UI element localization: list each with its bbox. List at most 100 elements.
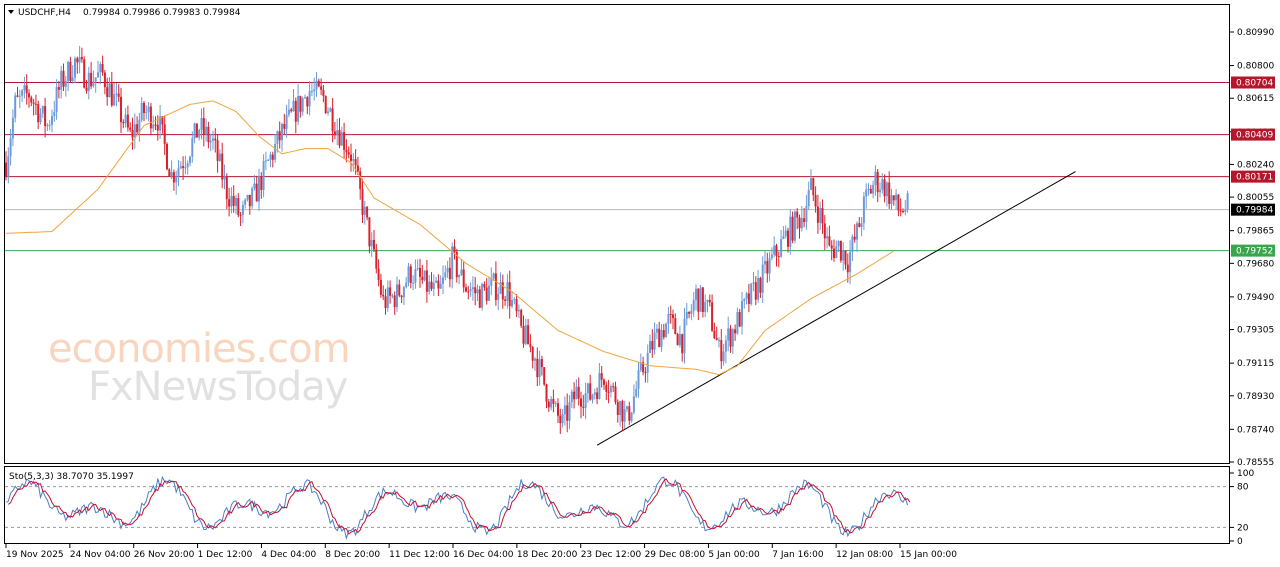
candle-body [276, 131, 279, 145]
time-tick-label: 29 Dec 08:00 [645, 550, 706, 560]
candle-body [152, 124, 155, 129]
candle-body [895, 194, 898, 201]
candle-body [253, 183, 256, 189]
candle-body [782, 236, 785, 240]
time-tick-label: 23 Dec 12:00 [581, 550, 642, 560]
price-tick-label: 0.79680 [1237, 259, 1274, 269]
candle-body [699, 287, 702, 312]
candle-body [251, 188, 254, 207]
candle-body [899, 210, 902, 212]
candle-body [828, 236, 831, 246]
oscillator-label: Sto(5,3,3) 38.7070 35.1997 [9, 472, 134, 482]
candle-body [619, 401, 622, 416]
candle-body [575, 386, 578, 400]
candle-body [474, 287, 477, 294]
candle-body [370, 239, 373, 247]
candle-body [331, 108, 334, 132]
candle-body [310, 91, 313, 93]
candle-body [711, 302, 714, 331]
candle-body [57, 87, 60, 90]
candle-body [865, 189, 868, 197]
candle-body [232, 195, 235, 206]
candle-body [386, 287, 389, 308]
candle-body [338, 130, 341, 146]
candle-body [685, 311, 688, 319]
candle-body [18, 95, 21, 97]
candle-body [414, 269, 417, 283]
candle-body [202, 118, 205, 135]
candle-body [223, 176, 226, 180]
candle-body [644, 371, 647, 373]
candle-body [476, 289, 479, 294]
candle-body [129, 127, 132, 130]
candle-body [812, 178, 815, 196]
candle-body [858, 223, 861, 227]
candle-body [255, 183, 258, 202]
candle-body [683, 318, 686, 354]
price-tick-label: 0.80615 [1237, 94, 1274, 104]
candle-body [520, 309, 523, 326]
level-tag-label: 0.80171 [1236, 173, 1273, 183]
candle-body [225, 176, 228, 200]
candle-body [159, 116, 162, 131]
candle-body [568, 402, 571, 421]
candle-body [421, 276, 424, 281]
candle-body [172, 172, 175, 183]
candle-body [352, 159, 355, 161]
candle-body [313, 89, 316, 92]
price-tick-label: 0.78930 [1237, 392, 1274, 402]
candle-body [688, 311, 691, 314]
candle-body [662, 330, 665, 338]
candle-body [517, 309, 520, 312]
candle-body [419, 267, 421, 277]
candle-body [366, 206, 369, 218]
time-tick-label: 26 Nov 20:00 [134, 550, 195, 560]
candle-body [892, 195, 895, 201]
candle-body [768, 258, 771, 274]
candle-body [690, 310, 693, 314]
candle-body [221, 153, 224, 180]
candle-body [876, 171, 879, 193]
candle-body [228, 199, 231, 207]
candle-body [897, 194, 900, 211]
candle-body [642, 362, 645, 372]
price-tick-label: 0.80240 [1237, 160, 1274, 170]
candle-body [596, 392, 599, 399]
candle-body [368, 217, 371, 247]
candle-body [729, 328, 732, 347]
candle-body [198, 129, 201, 138]
candle-body [842, 250, 845, 261]
candle-body [246, 194, 249, 200]
candle-body [853, 236, 856, 240]
candle-body [39, 113, 42, 123]
candle-body [547, 401, 550, 408]
candle-body [860, 223, 863, 227]
candle-body [536, 358, 539, 378]
candle-body [849, 251, 852, 273]
candle-body [741, 300, 743, 327]
time-axis: 19 Nov 2025 24 Nov 04:00 26 Nov 20:00 1 Dec… [5, 544, 957, 560]
candle-body [179, 166, 182, 169]
time-tick-label: 18 Dec 20:00 [517, 550, 578, 560]
candle-body [881, 179, 884, 190]
candle-body [616, 402, 619, 416]
candle-body [531, 346, 534, 361]
candle-body [715, 338, 718, 341]
support-trendline [596, 171, 1076, 446]
candle-body [156, 124, 159, 131]
candle-body [189, 156, 191, 164]
candle-body [736, 311, 739, 334]
candle-body [375, 249, 378, 269]
candle-body [25, 85, 28, 94]
candle-body [110, 83, 113, 106]
candle-body [260, 176, 263, 190]
candle-body [423, 270, 426, 281]
candle-body [145, 112, 148, 114]
candle-body [743, 298, 746, 301]
candle-body [561, 414, 564, 424]
symbol-dropdown-icon[interactable] [8, 10, 14, 14]
stochastic-axis: 100 80 20 0 [1230, 469, 1254, 547]
candle-body [71, 77, 74, 82]
candle-body [41, 106, 44, 114]
